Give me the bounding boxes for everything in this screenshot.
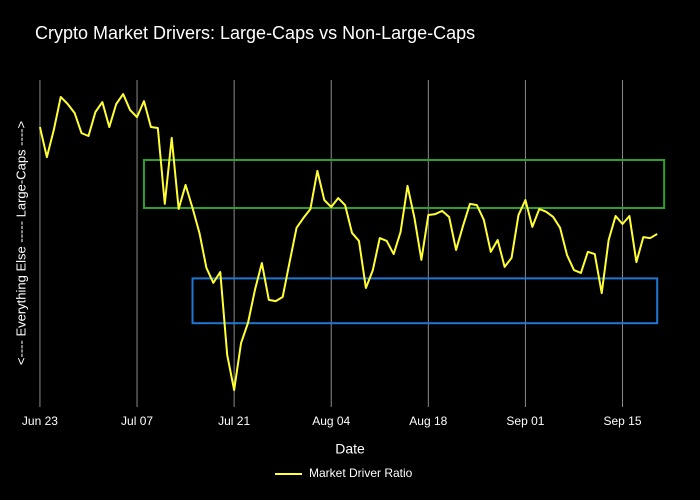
x-tick-label: Jul 07 [121, 414, 153, 428]
data-line [38, 93, 658, 392]
x-tick-label: Jun 23 [22, 414, 58, 428]
x-axis-title: Date [335, 441, 365, 457]
legend-label: Market Driver Ratio [309, 466, 413, 480]
x-tick-label: Aug 04 [312, 414, 350, 428]
chart-title: Crypto Market Drivers: Large-Caps vs Non… [35, 23, 475, 43]
y-axis-title: <---- Everything Else ----- Large-Caps -… [13, 121, 28, 365]
region-box [191, 277, 659, 325]
x-tick-label: Sep 01 [506, 414, 544, 428]
x-tick-label: Aug 18 [409, 414, 447, 428]
x-tick-label: Jul 21 [218, 414, 250, 428]
x-tick-label: Sep 15 [603, 414, 641, 428]
